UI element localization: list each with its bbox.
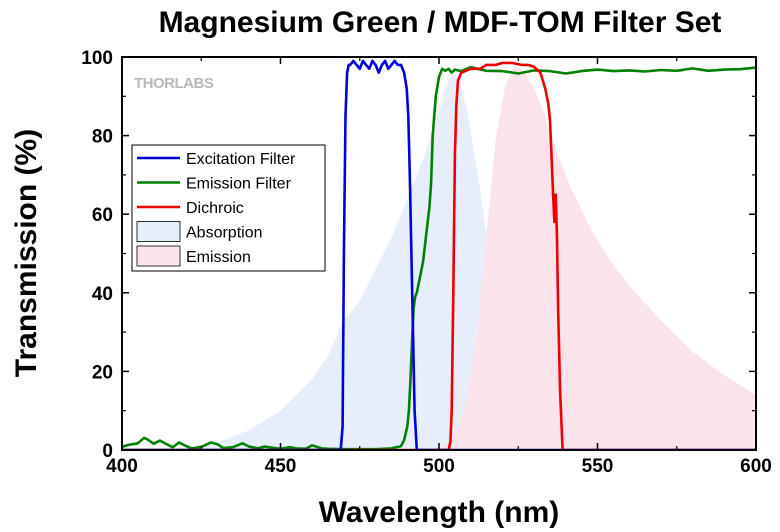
y-tick-label: 20 — [92, 362, 113, 383]
x-tick-label: 600 — [740, 456, 772, 477]
line-dichroic — [122, 61, 756, 450]
area-emission — [122, 64, 756, 450]
legend-label-emission: Emission — [186, 249, 251, 266]
y-tick-label: 60 — [92, 205, 113, 226]
line-excitation-filter — [122, 59, 756, 450]
x-axis-label: Wavelength (nm) — [319, 496, 560, 529]
chart-title: Magnesium Green / MDF-TOM Filter Set — [159, 6, 722, 39]
legend-label-dichroic: Dichroic — [186, 200, 244, 217]
y-tick-label: 80 — [92, 127, 113, 148]
axis-tick-labels: 400 450 500 550 600 0 20 40 60 80 100 — [81, 48, 772, 477]
legend-label-absorption: Absorption — [186, 225, 263, 242]
y-tick-label: 100 — [81, 48, 113, 69]
thorlabs-brand: THORLABS — [134, 75, 214, 92]
x-tick-label: 400 — [106, 456, 138, 477]
legend-label-excitation-filter: Excitation Filter — [186, 151, 296, 168]
x-tick-label: 500 — [423, 456, 455, 477]
legend-swatch-absorption — [136, 221, 181, 242]
legend-label-emission-filter: Emission Filter — [186, 176, 292, 193]
legend-swatch-emission — [136, 245, 181, 267]
area-absorption — [122, 72, 756, 450]
y-axis-label: Transmission (%) — [10, 129, 43, 377]
legend: Excitation Filter Emission Filter Dichroic… — [131, 144, 326, 272]
x-tick-label: 450 — [265, 456, 297, 477]
axis-ticks — [121, 56, 757, 451]
y-tick-label: 40 — [92, 284, 113, 305]
x-tick-label: 550 — [582, 456, 614, 477]
y-tick-label: 0 — [102, 441, 113, 462]
filter-curves — [122, 59, 756, 450]
absorption-emission-areas — [122, 64, 756, 450]
